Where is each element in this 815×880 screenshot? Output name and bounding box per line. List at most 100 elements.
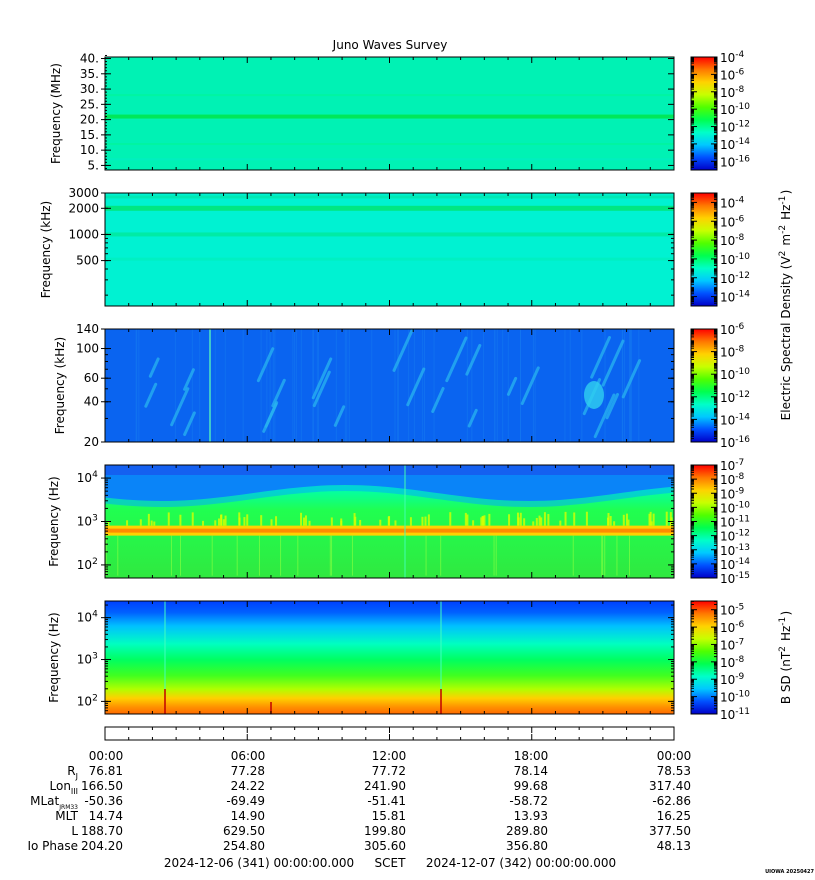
- colorbar-tick-label: 10-10: [720, 367, 751, 382]
- footer-end-time: 2024-12-07 (342) 00:00:00.000: [426, 856, 616, 870]
- ephemeris-value: 24.22: [231, 779, 265, 793]
- y-tick-label: 102: [77, 557, 99, 572]
- y-tick-label: 15.: [80, 128, 99, 142]
- ephemeris-row: L 188.70 629.50 199.80 289.80 377.50: [71, 824, 691, 838]
- y-tick-label: 10.: [80, 143, 99, 157]
- y-tick-label: 40.: [80, 52, 99, 66]
- ephemeris-value: 13.93: [514, 809, 548, 823]
- ephemeris-label: RJ: [67, 764, 78, 781]
- ephemeris-label: Io Phase: [27, 839, 78, 853]
- time-tick-label: 18:00: [514, 749, 549, 763]
- colorbar-tick-label: 10-12: [720, 271, 751, 286]
- colorbar-tick-label: 10-6: [720, 322, 745, 337]
- colorbar-tick-label: 10-14: [720, 412, 751, 427]
- colorbar-1: 10-16 10-14 10-12 10-10 10-8 10-6 10-4: [690, 50, 751, 171]
- y-tick-label: 35.: [80, 67, 99, 81]
- spectrogram-image-2: [105, 193, 674, 306]
- ephemeris-value: 254.80: [223, 839, 265, 853]
- y-tick-label: 60: [84, 371, 99, 385]
- colorbar-tick-label: 10-4: [720, 195, 745, 210]
- time-tick-label: 06:00: [231, 749, 266, 763]
- ephemeris-value: -51.41: [367, 794, 406, 808]
- colorbar-tick-label: 10-4: [720, 50, 745, 65]
- y-tick-label: 20: [84, 435, 99, 449]
- ephemeris-value: 166.50: [81, 779, 123, 793]
- ephemeris-value: 76.81: [89, 764, 123, 778]
- ephemeris-label: MLatJRM33: [30, 794, 78, 811]
- ephemeris-value: 305.60: [364, 839, 406, 853]
- ephemeris-value: -50.36: [84, 794, 123, 808]
- y-tick-label: 500: [76, 254, 99, 268]
- y-axis-label: Frequency (Hz): [47, 612, 61, 703]
- spectrogram-image-1: [105, 57, 674, 170]
- ephemeris-value: 317.40: [649, 779, 691, 793]
- ephemeris-value: 356.80: [506, 839, 548, 853]
- ephemeris-value: 289.80: [506, 824, 548, 838]
- y-tick-label: 5.: [88, 158, 99, 172]
- ephemeris-row: Io Phase 204.20 254.80 305.60 356.80 48.13: [27, 839, 691, 853]
- time-axis: 00:00 06:00 12:00 18:00 00:00: [89, 726, 691, 763]
- shared-colorbar-label: Electric Spectral Density (V2 m-2 Hz-1 ): [778, 190, 793, 421]
- y-tick-label: 30.: [80, 82, 99, 96]
- colorbar-tick-label: 10-15: [720, 571, 751, 586]
- ephemeris-value: 629.50: [223, 824, 265, 838]
- colorbar-tick-label: 10-16: [720, 154, 751, 169]
- y-tick-label: 103: [77, 514, 99, 529]
- ephemeris-value: 377.50: [649, 824, 691, 838]
- colorbar-tick-label: 10-7: [720, 458, 745, 473]
- ephemeris-value: 199.80: [364, 824, 406, 838]
- y-axis-label: Frequency (Hz): [47, 476, 61, 567]
- ephemeris-value: 188.70: [81, 824, 123, 838]
- ephemeris-value: 77.72: [372, 764, 406, 778]
- time-tick-label: 00:00: [89, 749, 124, 763]
- colorbar-tick-label: 10-8: [720, 85, 745, 100]
- colorbar-tick-label: 10-10: [720, 690, 751, 705]
- y-tick-label: 103: [77, 652, 99, 667]
- colorbar-tick-label: 10-10: [720, 102, 751, 117]
- y-tick-label: 1000: [68, 227, 99, 241]
- ephemeris-row: LonIII 166.50 24.22 241.90 99.68 317.40: [50, 779, 692, 796]
- ephemeris-value: 78.14: [514, 764, 548, 778]
- spectrogram-image-4: [105, 465, 674, 578]
- colorbar-tick-label: 10-16: [720, 435, 751, 450]
- ephemeris-value: -69.49: [226, 794, 265, 808]
- y-tick-label: 104: [77, 610, 99, 625]
- colorbar-tick-label: 10-12: [720, 120, 751, 135]
- ephemeris-value: 77.28: [231, 764, 265, 778]
- time-tick-label: 12:00: [372, 749, 407, 763]
- spectrogram-panel-4: 102 103 104 Frequency (Hz) 10-15 10-14 10…: [47, 458, 751, 586]
- colorbar-tick-label: 10-8: [720, 655, 745, 670]
- colorbar-tick-label: 10-6: [720, 67, 745, 82]
- colorbar-tick-label: 10-13: [720, 543, 751, 558]
- spectrogram-panels: 5.10.15.20. 25.30.35.40. Frequency (MHz) 10…: [39, 50, 793, 722]
- ephemeris-table: RJ 76.81 77.28 77.72 78.14 78.53 LonIII 166.50 2…: [27, 764, 691, 853]
- y-tick-label: 20.: [80, 113, 99, 127]
- ephemeris-value: 16.25: [657, 809, 691, 823]
- y-tick-label: 40: [84, 395, 99, 409]
- footer-credit: UIOWA 20250427: [765, 869, 814, 875]
- colorbar-tick-label: 10-6: [720, 214, 745, 229]
- colorbar-tick-label: 10-14: [720, 557, 751, 572]
- ephemeris-value: -58.72: [509, 794, 548, 808]
- colorbar-tick-label: 10-6: [720, 620, 745, 635]
- colorbar-tick-label: 10-9: [720, 486, 745, 501]
- ephemeris-value: 15.81: [372, 809, 406, 823]
- ephemeris-value: 78.53: [657, 764, 691, 778]
- ephemeris-row: MLatJRM33 -50.36 -69.49 -51.41 -58.72 -62.86: [30, 794, 691, 811]
- footer-scet-label: SCET: [375, 856, 407, 870]
- ephemeris-label: L: [71, 824, 78, 838]
- y-tick-label: 25.: [80, 97, 99, 111]
- colorbar-tick-label: 10-8: [720, 233, 745, 248]
- ephemeris-value: -62.86: [652, 794, 691, 808]
- colorbar-2: 10-14 10-12 10-10 10-8 10-6 10-4: [690, 192, 751, 307]
- spectrogram-image-5: [105, 601, 674, 714]
- colorbar-tick-label: 10-11: [720, 515, 751, 530]
- y-axis-label: Frequency (kHz): [39, 201, 53, 298]
- figure-title: Juno Waves Survey: [332, 38, 448, 52]
- colorbar-tick-label: 10-10: [720, 252, 751, 267]
- spectrogram-image-3: [105, 329, 674, 442]
- colorbar-5: 10-11 10-10 10-9 10-8 10-7 10-6 10-5 B S…: [690, 600, 793, 722]
- spectrogram-panel-3: 20 40 60 100 140 Frequency (kHz) 10-16 10-14 1…: [53, 322, 751, 450]
